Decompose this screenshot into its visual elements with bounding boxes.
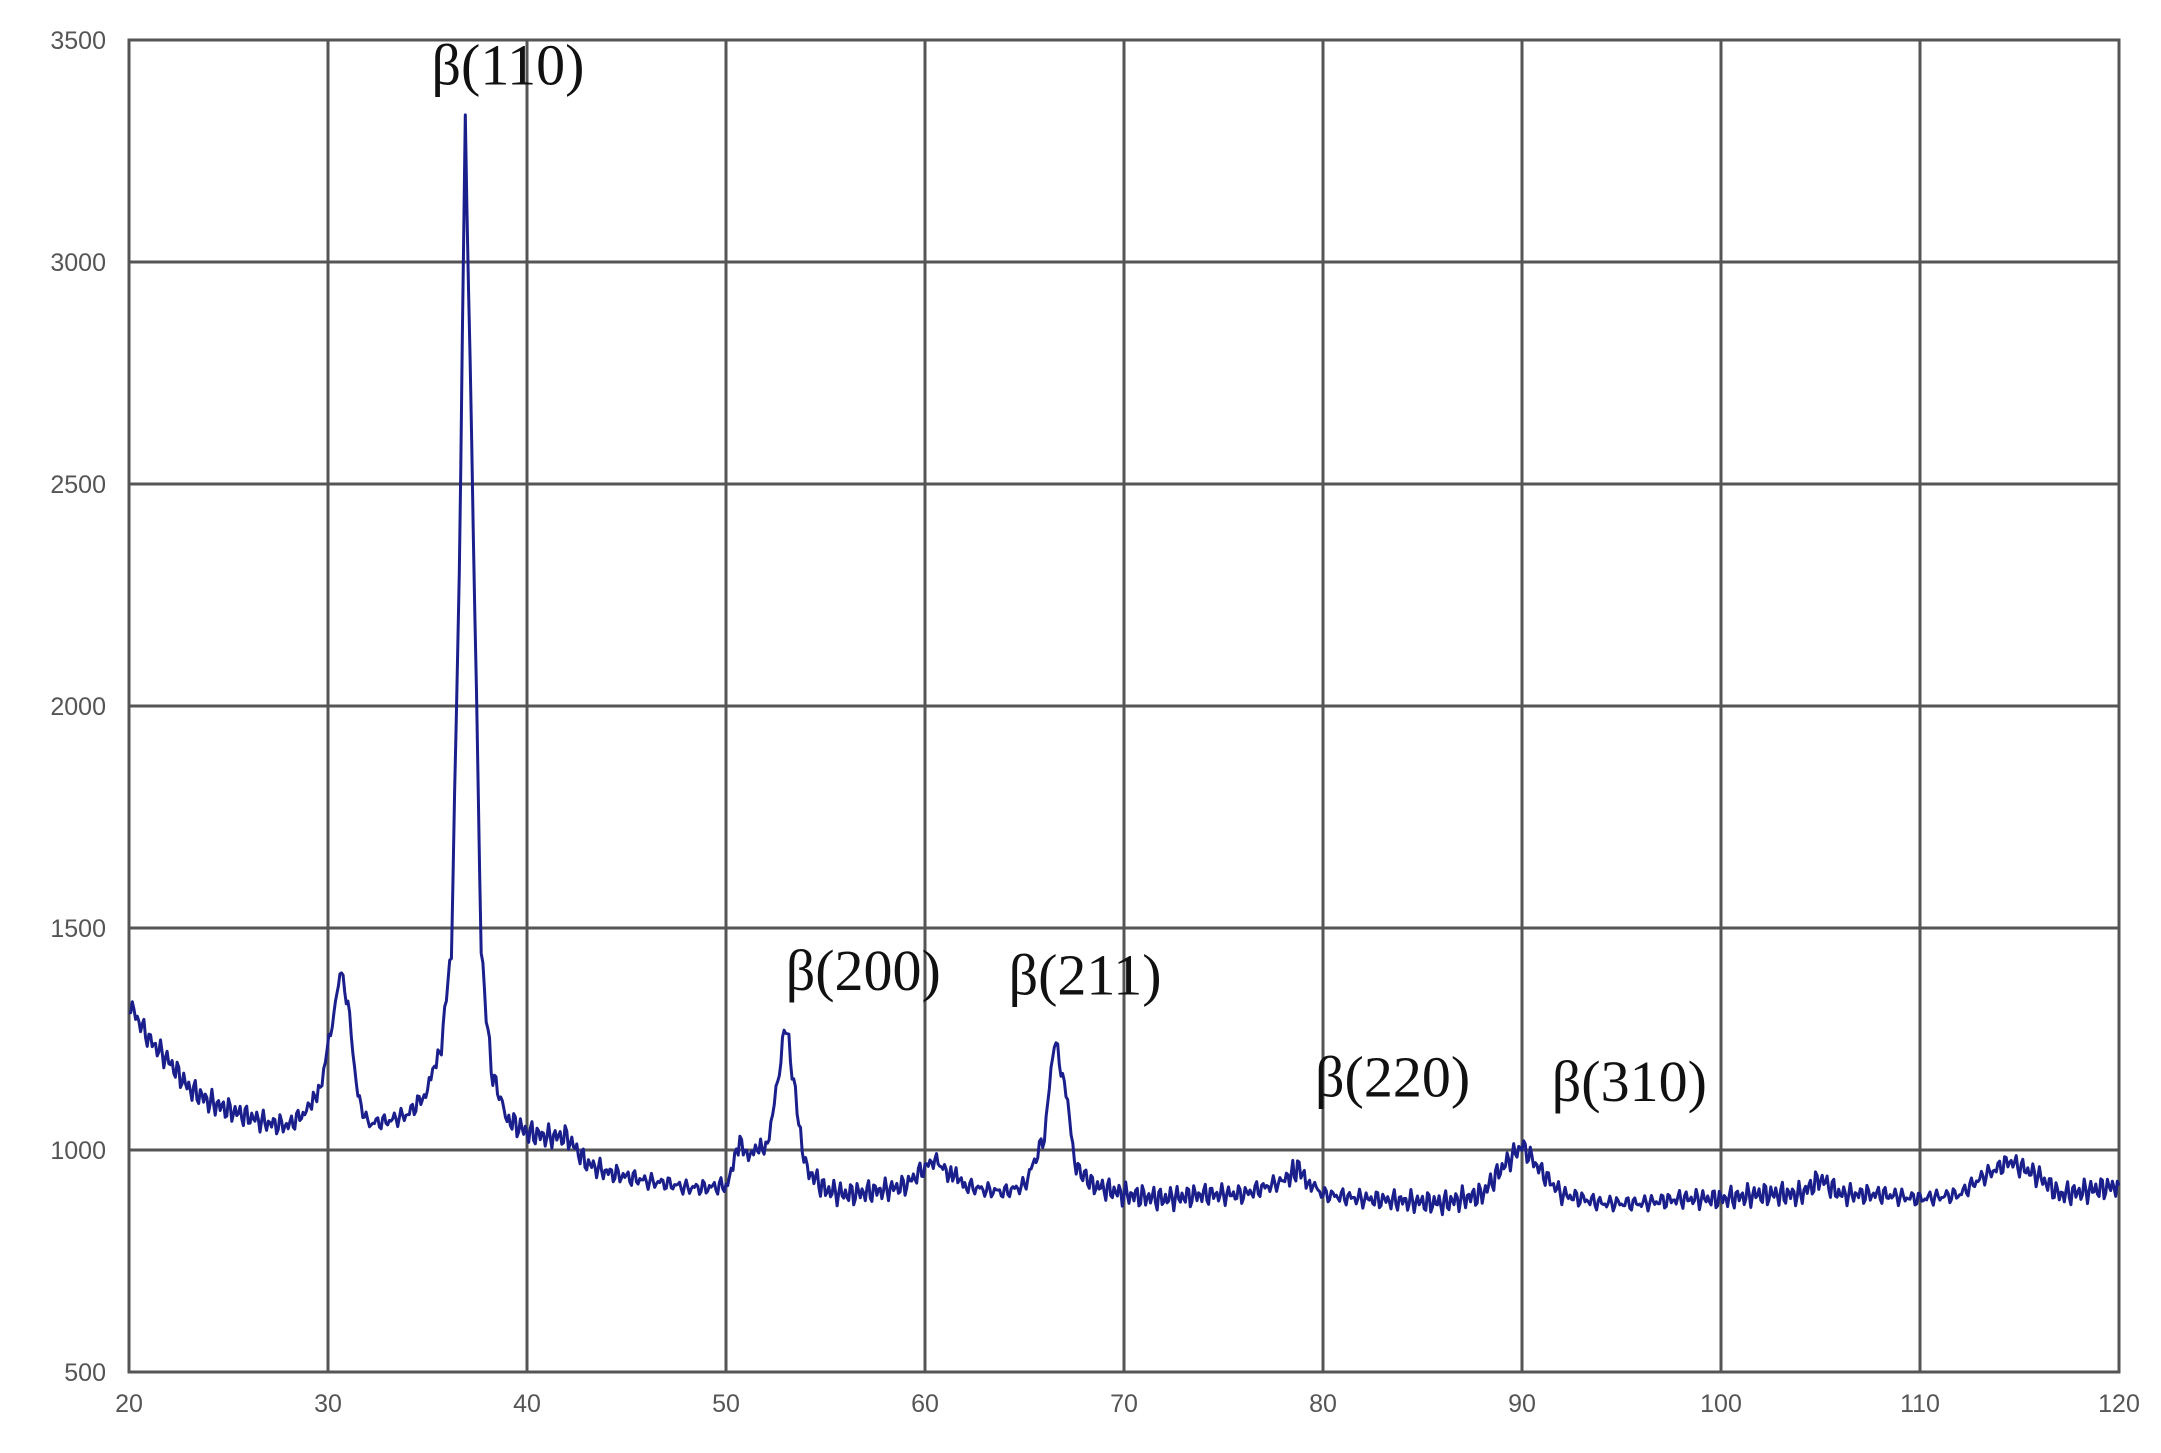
y-tick-label: 1000 <box>50 1137 106 1165</box>
series-layer <box>128 113 2121 1217</box>
x-tick-label: 110 <box>1900 1390 1940 1418</box>
peak-label-310: β(310) <box>1552 1049 1707 1114</box>
plot-area-border <box>127 38 2121 1374</box>
y-tick-label: 2500 <box>50 471 106 499</box>
peak-label-220: β(220) <box>1315 1045 1470 1110</box>
y-tick-label: 2000 <box>50 693 106 721</box>
y-tick-label: 3500 <box>50 27 106 55</box>
peak-labels: β(110) β(200) β(211) β(220) β(310) <box>432 32 1707 1114</box>
x-tick-label: 40 <box>513 1390 541 1418</box>
y-tick-label: 3000 <box>50 249 106 277</box>
x-tick-label: 20 <box>115 1390 143 1418</box>
peak-label-211: β(211) <box>1009 943 1162 1008</box>
x-axis: 20 30 40 50 60 70 80 90 100 110 120 <box>115 1390 2140 1418</box>
x-tick-label: 120 <box>2098 1390 2140 1418</box>
y-tick-label: 1500 <box>50 915 106 943</box>
x-tick-label: 50 <box>712 1390 740 1418</box>
y-axis: 500 1000 1500 2000 2500 3000 3500 <box>50 27 106 1387</box>
x-tick-label: 60 <box>911 1390 939 1418</box>
gridlines <box>129 40 2119 1372</box>
series-line-0 <box>128 113 2121 1217</box>
x-tick-label: 100 <box>1700 1390 1742 1418</box>
peak-label-110: β(110) <box>432 32 585 97</box>
x-tick-label: 30 <box>314 1390 342 1418</box>
x-tick-label: 70 <box>1110 1390 1138 1418</box>
peak-label-200: β(200) <box>786 938 941 1003</box>
x-tick-label: 90 <box>1508 1390 1536 1418</box>
x-tick-label: 80 <box>1309 1390 1337 1418</box>
y-tick-label: 500 <box>64 1359 106 1387</box>
